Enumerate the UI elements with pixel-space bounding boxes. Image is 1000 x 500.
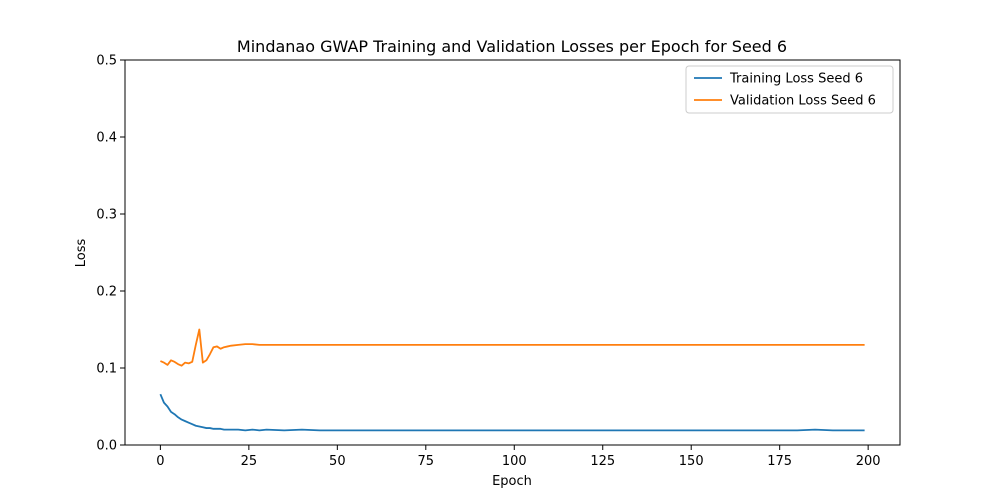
x-tick-label: 175 <box>767 454 792 469</box>
x-tick-label: 0 <box>156 454 164 469</box>
y-tick-label: 0.4 <box>96 131 117 146</box>
chart-title: Mindanao GWAP Training and Validation Lo… <box>237 37 787 56</box>
x-tick-label: 150 <box>679 454 704 469</box>
series-line-1 <box>159 393 865 432</box>
y-tick-label: 0.5 <box>96 54 117 69</box>
x-axis-label: Epoch <box>492 474 532 489</box>
legend: Training Loss Seed 6 Validation Loss Seed… <box>685 65 894 114</box>
x-tick-label: 125 <box>590 454 615 469</box>
legend-box <box>685 65 894 114</box>
legend-label-2: Validation Loss Seed 6 <box>730 94 876 109</box>
y-tick-label: 0.3 <box>96 208 117 223</box>
legend-label-1: Training Loss Seed 6 <box>729 72 863 87</box>
plot-area: 0 25 50 75 100 125 150 175 200 0.0 0.1 0.2 0.3 0.4 0.5 <box>96 54 901 469</box>
series-line-2 <box>160 328 865 367</box>
x-tick-label: 75 <box>418 454 435 469</box>
y-tick-label: 0.0 <box>96 439 117 454</box>
axes-frame <box>124 59 901 446</box>
x-tick-label: 200 <box>856 454 881 469</box>
x-tick-label: 100 <box>502 454 527 469</box>
x-tick-label: 25 <box>241 454 258 469</box>
y-tick-label: 0.2 <box>96 285 117 300</box>
x-tick-label: 50 <box>329 454 346 469</box>
y-axis-label: Loss <box>74 239 89 268</box>
y-tick-label: 0.1 <box>96 362 117 377</box>
